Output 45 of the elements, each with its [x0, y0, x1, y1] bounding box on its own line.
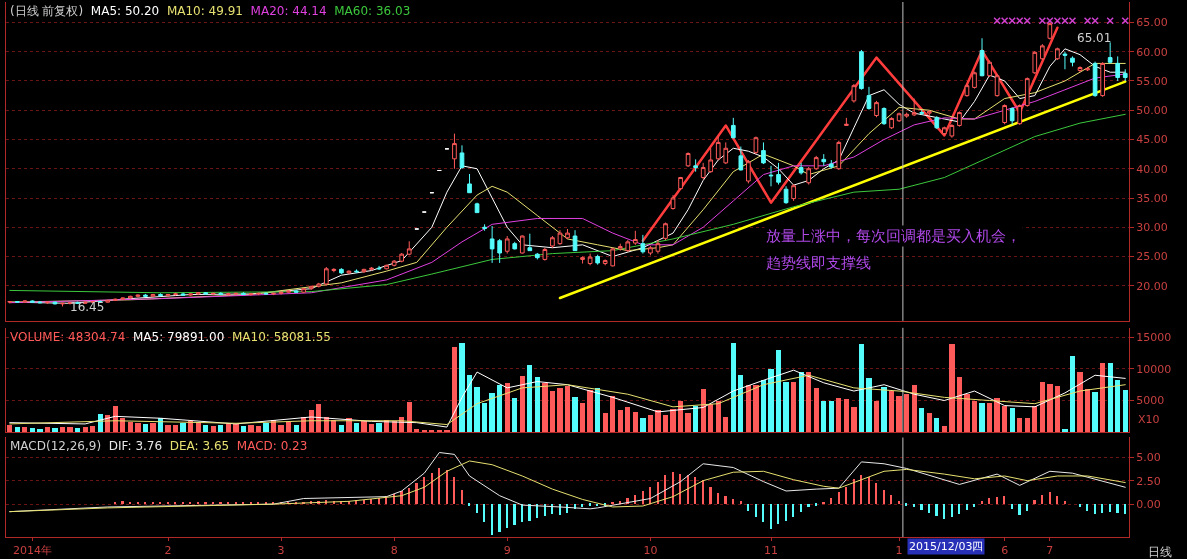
text: MA10: 49.91 — [166, 4, 243, 18]
y-tick-label: 60.00 — [1136, 45, 1168, 59]
y-tick-label: 5000 — [1136, 394, 1165, 408]
y-tick-label: 65.00 — [1136, 16, 1168, 30]
text: DIF: 3.76 — [108, 439, 163, 453]
text: MA10: 58081.55 — [231, 330, 331, 344]
annotation: 趋势线即支撑线 — [766, 254, 871, 272]
y-tick-label: 40.00 — [1136, 162, 1168, 176]
annotation: 16.45 — [70, 300, 105, 314]
chart-title: (日线 前复权) — [10, 4, 84, 18]
x-tick-label: 6 — [1001, 544, 1009, 558]
y-tick-label: 30.00 — [1136, 221, 1168, 235]
y-tick-label: 10000 — [1136, 362, 1172, 376]
text: MA60: 36.03 — [334, 4, 411, 18]
x-tick-label: 7 — [1046, 544, 1054, 558]
text: MA5: 79891.00 — [133, 330, 225, 344]
x-tick-label: 8 — [390, 544, 398, 558]
text: MA20: 44.14 — [250, 4, 327, 18]
x-tick-label: 1 — [895, 544, 903, 558]
text: 日线 — [1148, 545, 1172, 559]
y-tick-label: 45.00 — [1136, 133, 1168, 147]
text: MA5: 50.20 — [90, 4, 160, 18]
y-tick-label: 20.00 — [1136, 279, 1168, 293]
annotation: 放量上涨中，每次回调都是买入机会， — [766, 227, 1021, 245]
y-tick-label: 35.00 — [1136, 191, 1168, 205]
x-tick-label: 2 — [164, 544, 172, 558]
y-tick-label: 55.00 — [1136, 74, 1168, 88]
y-tick-label: 0.00 — [1136, 497, 1161, 511]
x-tick-label: 3 — [277, 544, 285, 558]
y-tick-label: 15000 — [1136, 331, 1172, 345]
y-tick-label: 50.00 — [1136, 104, 1168, 118]
x-tick-label: 10 — [643, 544, 658, 558]
y-tick-label: 2.50 — [1136, 474, 1161, 488]
chart-title: MACD(12,26,9) — [10, 439, 102, 453]
x-tick-label: 2014年 — [12, 544, 52, 558]
y-tick-label: 5.00 — [1136, 451, 1161, 465]
ref-line-label: 2015/12/03四 — [909, 540, 984, 553]
text: MACD: 0.23 — [236, 439, 308, 453]
text: DEA: 3.65 — [169, 439, 230, 453]
annotation: 65.01 — [1077, 31, 1112, 45]
x-tick-label: 9 — [503, 544, 511, 558]
y-tick-label: 25.00 — [1136, 250, 1168, 264]
x-tick-label: 11 — [764, 544, 778, 558]
text: VOLUME: 48304.74 — [10, 330, 126, 344]
text: X10 — [1138, 413, 1160, 426]
